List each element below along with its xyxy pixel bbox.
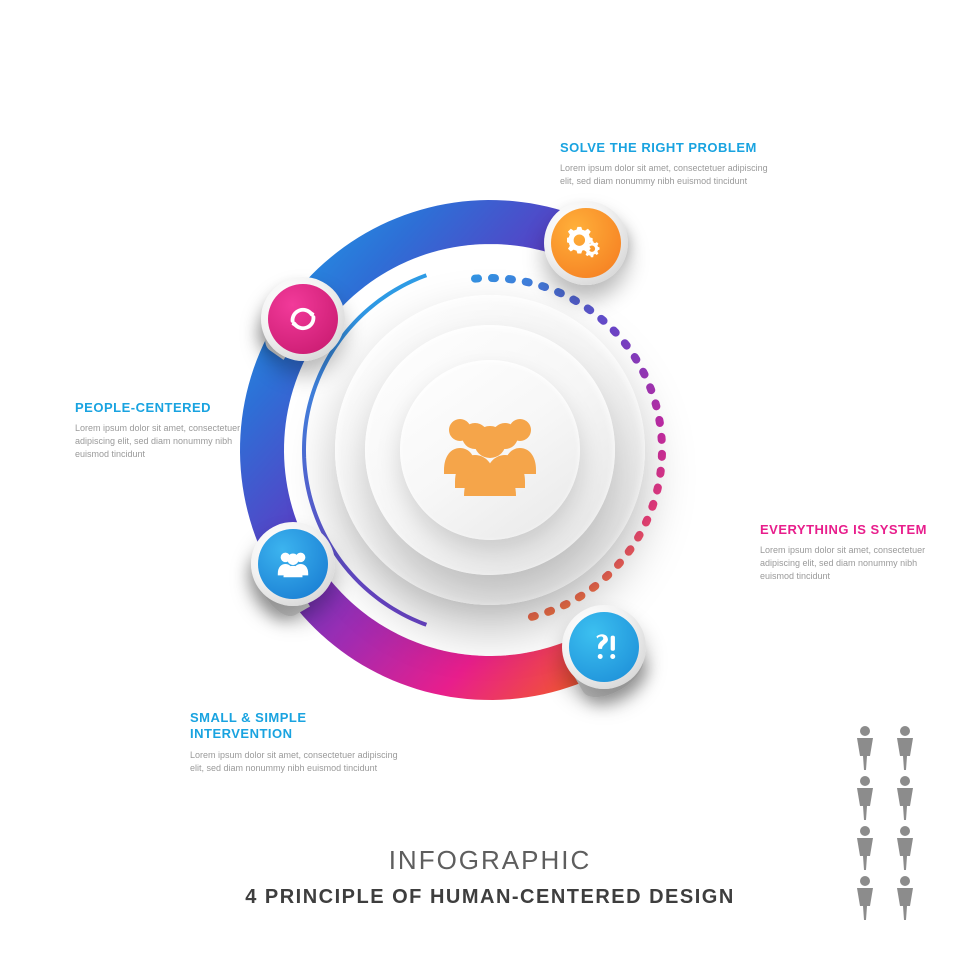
- person-icon: [890, 724, 920, 770]
- question-exclaim-icon: [569, 612, 639, 682]
- node-system: [544, 201, 628, 285]
- node-solve: [562, 605, 646, 689]
- footer-line2: 4 PRINCIPLE OF HUMAN-CENTERED DESIGN: [0, 886, 980, 909]
- person-icon: [890, 774, 920, 820]
- infographic-stage: SOLVE THE RIGHT PROBLEM Lorem ipsum dolo…: [0, 0, 980, 980]
- callout-title: SMALL & SIMPLE INTERVENTION: [190, 710, 410, 743]
- people-grid: [850, 724, 920, 920]
- person-icon: [850, 724, 880, 770]
- person-icon: [850, 874, 880, 920]
- callout-body: Lorem ipsum dolor sit amet, consectetuer…: [190, 749, 410, 775]
- callout-people: PEOPLE-CENTERED Lorem ipsum dolor sit am…: [75, 400, 250, 461]
- callout-system: EVERYTHING IS SYSTEM Lorem ipsum dolor s…: [760, 522, 950, 583]
- person-icon: [890, 874, 920, 920]
- node-people: [251, 522, 335, 606]
- people-three-icon: [258, 529, 328, 599]
- gears-icon: [551, 208, 621, 278]
- cycle-arrows-icon: [268, 284, 338, 354]
- callout-solve: SOLVE THE RIGHT PROBLEM Lorem ipsum dolo…: [560, 140, 780, 188]
- person-icon: [890, 824, 920, 870]
- callout-body: Lorem ipsum dolor sit amet, consectetuer…: [75, 422, 250, 461]
- person-icon: [850, 824, 880, 870]
- footer-line1: INFOGRAPHIC: [0, 845, 980, 876]
- callout-body: Lorem ipsum dolor sit amet, consectetuer…: [760, 544, 950, 583]
- callout-title: SOLVE THE RIGHT PROBLEM: [560, 140, 780, 156]
- callout-title: EVERYTHING IS SYSTEM: [760, 522, 950, 538]
- callout-small: SMALL & SIMPLE INTERVENTION Lorem ipsum …: [190, 710, 410, 775]
- callout-title: PEOPLE-CENTERED: [75, 400, 250, 416]
- people-group-icon: [440, 404, 540, 496]
- callout-body: Lorem ipsum dolor sit amet, consectetuer…: [560, 162, 780, 188]
- node-small: [261, 277, 345, 361]
- footer-title: INFOGRAPHIC 4 PRINCIPLE OF HUMAN-CENTERE…: [0, 845, 980, 909]
- person-icon: [850, 774, 880, 820]
